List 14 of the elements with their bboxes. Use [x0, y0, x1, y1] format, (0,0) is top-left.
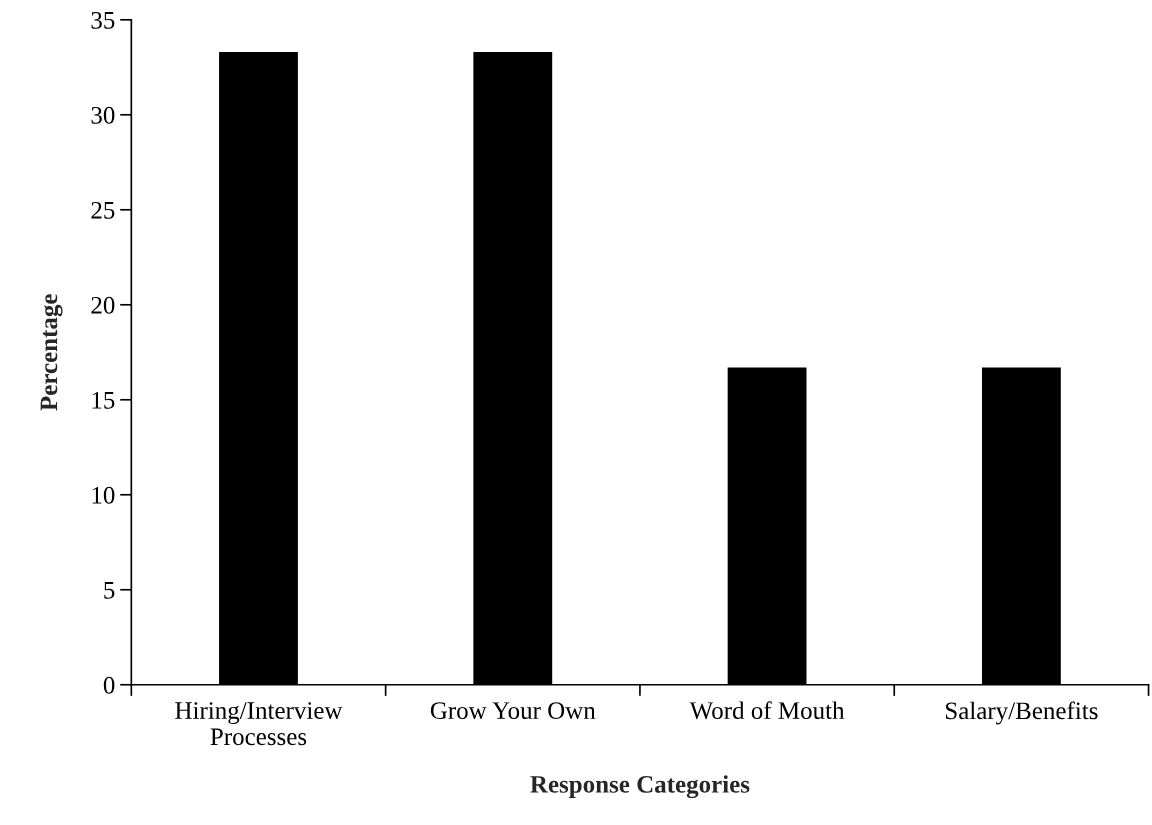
y-tick-label: 5 [104, 582, 115, 599]
y-tick-label: 25 [91, 201, 115, 219]
y-tick-label: 0 [103, 676, 115, 694]
y-tick-label: 30 [91, 106, 115, 124]
x-tick-label: Grow Your Own [430, 702, 596, 720]
y-tick-label: 20 [91, 296, 115, 314]
y-tick-label: 35 [91, 11, 115, 29]
y-tick-label: 10 [92, 486, 115, 504]
x-axis-title: Response Categories [530, 775, 750, 799]
y-tick-label: 15 [92, 391, 115, 409]
x-tick-label: Salary/Benefits [946, 701, 1098, 725]
x-tick-label: Hiring/Interview Processes [175, 702, 343, 746]
y-axis-title: Percentage [40, 294, 63, 411]
x-tick-label: Word of Mouth [689, 701, 845, 720]
